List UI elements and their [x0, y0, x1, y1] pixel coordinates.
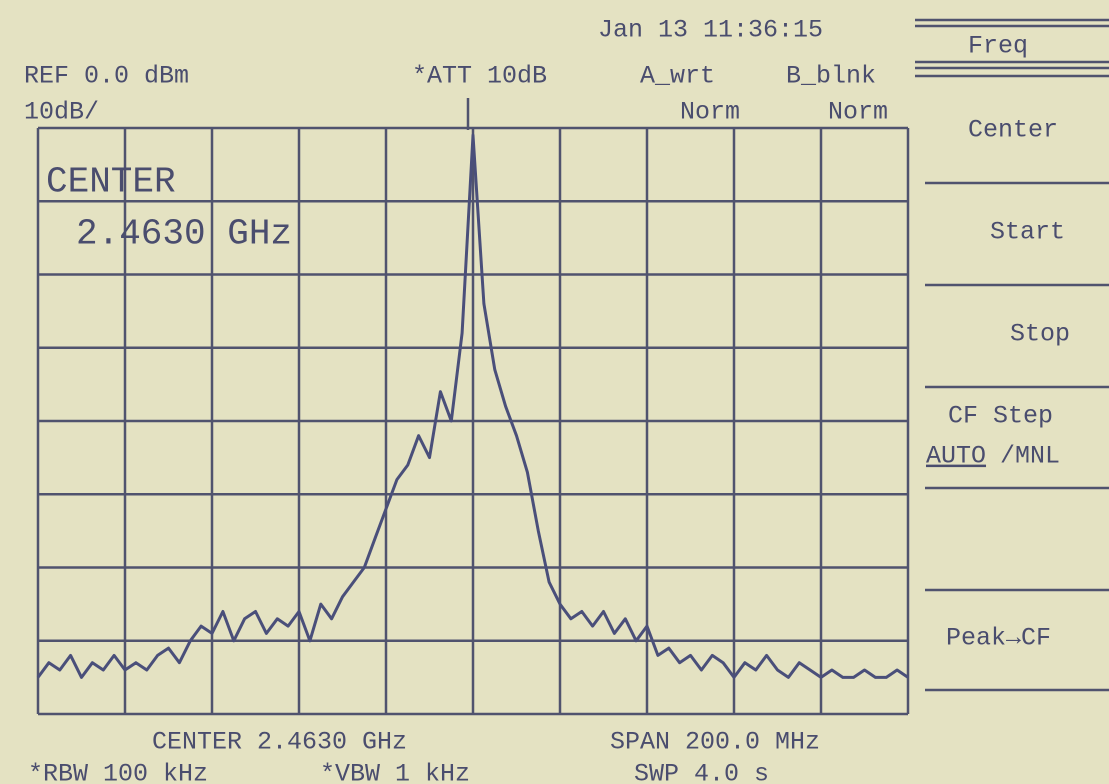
menu-title: Freq: [968, 32, 1028, 61]
menu-option[interactable]: AUTO: [926, 442, 986, 471]
trace-b-mode: B_blnk: [786, 62, 876, 91]
trace-a-mode: A_wrt: [640, 62, 715, 91]
footer-span: SPAN 200.0 MHz: [610, 728, 820, 757]
overlay-label: CENTER: [46, 162, 176, 203]
detector-a: Norm: [680, 98, 740, 127]
menu-option[interactable]: /MNL: [1000, 442, 1060, 471]
menu-item[interactable]: Start: [990, 218, 1065, 247]
soft-menu: Freq Center Start Stop CF Step AUTO /MNL…: [915, 18, 1109, 692]
footer-vbw: *VBW 1 kHz: [320, 760, 470, 784]
footer-sweep: SWP 4.0 s: [634, 760, 769, 784]
menu-item[interactable]: Stop: [1010, 320, 1070, 349]
ref-level: REF 0.0 dBm: [24, 62, 189, 91]
footer-rbw: *RBW 100 kHz: [28, 760, 208, 784]
detector-b: Norm: [828, 98, 888, 127]
attenuation: *ATT 10dB: [412, 62, 547, 91]
menu-item[interactable]: Center: [968, 116, 1058, 145]
menu-item[interactable]: Peak→CF: [946, 624, 1051, 653]
footer-center: CENTER 2.4630 GHz: [152, 728, 407, 757]
menu-item[interactable]: CF Step: [948, 402, 1053, 431]
scale: 10dB/: [24, 98, 99, 127]
datetime: Jan 13 11:36:15: [598, 16, 823, 45]
overlay-value: 2.4630 GHz: [76, 214, 292, 255]
spectrum-trace: [36, 133, 909, 679]
graticule: [36, 126, 910, 716]
